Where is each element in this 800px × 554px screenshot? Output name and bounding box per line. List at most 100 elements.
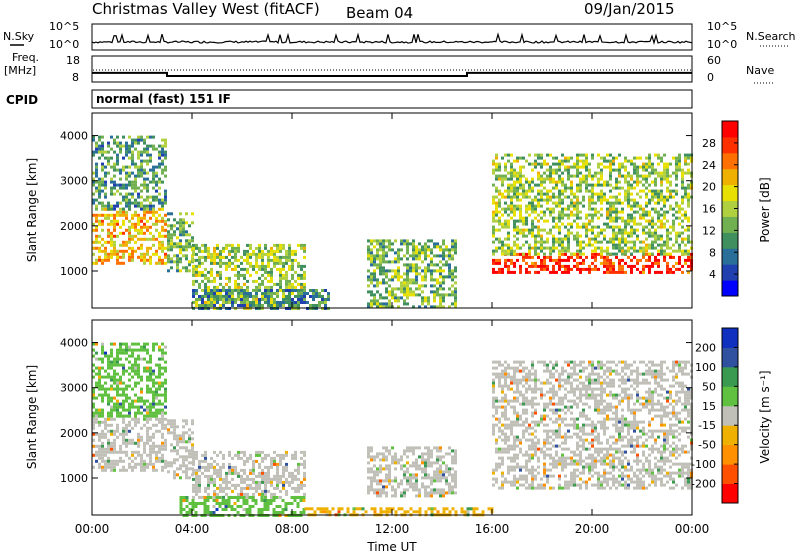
data-cell <box>270 295 273 298</box>
data-cell <box>495 201 498 205</box>
data-cell <box>219 282 222 286</box>
data-cell <box>445 293 448 297</box>
data-cell <box>418 254 421 258</box>
data-cell <box>216 474 219 478</box>
data-cell <box>210 270 213 274</box>
data-cell <box>195 450 198 454</box>
data-cell <box>128 414 131 418</box>
data-cell <box>561 201 564 205</box>
data-cell <box>379 272 382 276</box>
data-cell <box>204 276 207 280</box>
data-cell <box>155 450 158 454</box>
data-cell <box>672 219 675 223</box>
data-cell <box>537 156 540 160</box>
data-cell <box>507 171 510 175</box>
data-cell <box>672 264 675 268</box>
data-cell <box>228 465 231 469</box>
data-cell <box>219 477 222 481</box>
data-cell <box>240 267 243 271</box>
data-cell <box>636 156 639 160</box>
data-cell <box>113 360 116 364</box>
data-cell <box>173 230 176 234</box>
data-cell <box>300 246 303 250</box>
data-cell <box>113 363 116 367</box>
data-cell <box>110 249 113 253</box>
data-cell <box>424 272 427 276</box>
data-cell <box>167 218 170 222</box>
data-cell <box>246 298 249 301</box>
data-cell <box>561 159 564 163</box>
data-cell <box>564 165 567 169</box>
data-cell <box>246 495 249 499</box>
data-cell <box>415 266 418 270</box>
data-cell <box>582 165 585 169</box>
data-cell <box>346 510 350 514</box>
data-cell <box>101 168 104 172</box>
data-cell <box>327 292 330 295</box>
data-cell <box>439 491 442 495</box>
nsky-series <box>91 32 693 45</box>
data-cell <box>576 234 579 238</box>
data-cell <box>291 252 294 256</box>
data-cell <box>397 485 400 489</box>
data-cell <box>161 456 164 460</box>
data-cell <box>498 420 501 424</box>
data-cell <box>182 221 185 225</box>
data-cell <box>161 246 164 250</box>
data-cell <box>95 189 98 193</box>
data-cell <box>639 270 642 274</box>
data-cell <box>152 399 155 403</box>
data-cell <box>672 207 675 211</box>
data-cell <box>684 189 687 193</box>
data-cell <box>546 264 549 268</box>
data-cell <box>651 165 654 169</box>
data-cell <box>558 243 561 247</box>
data-cell <box>427 491 430 495</box>
data-cell <box>240 291 243 295</box>
data-cell <box>276 480 279 484</box>
data-cell <box>370 290 373 294</box>
data-cell <box>454 251 457 255</box>
data-cell <box>201 249 204 253</box>
data-cell <box>122 252 125 256</box>
data-cell <box>302 508 306 511</box>
data-cell <box>143 168 146 172</box>
data-cell <box>379 479 382 483</box>
data-cell <box>282 465 285 469</box>
data-cell <box>663 153 666 157</box>
data-cell <box>228 295 231 298</box>
data-cell <box>101 243 104 247</box>
data-cell <box>285 480 288 484</box>
data-cell <box>98 384 101 388</box>
data-cell <box>285 468 288 472</box>
data-cell <box>525 222 528 226</box>
data-cell <box>140 168 143 172</box>
data-cell <box>261 474 264 478</box>
data-cell <box>642 228 645 232</box>
data-cell <box>675 216 678 220</box>
data-cell <box>561 258 564 262</box>
data-cell <box>291 456 294 460</box>
data-cell <box>660 192 663 196</box>
data-cell <box>182 446 185 450</box>
data-cell <box>394 269 397 273</box>
data-cell <box>630 216 633 220</box>
data-cell <box>582 261 585 265</box>
data-cell <box>122 426 125 430</box>
data-cell <box>561 177 564 181</box>
data-cell <box>98 156 101 160</box>
data-cell <box>567 213 570 217</box>
data-cell <box>448 254 451 258</box>
data-cell <box>448 263 451 267</box>
data-cell <box>370 488 373 492</box>
data-cell <box>454 245 457 249</box>
data-cell <box>146 171 149 175</box>
data-cell <box>131 252 134 256</box>
data-cell <box>636 204 639 208</box>
data-cell <box>270 495 273 499</box>
data-cell <box>621 162 624 166</box>
data-cell <box>258 288 261 292</box>
data-cell <box>591 195 594 199</box>
data-cell <box>406 266 409 270</box>
data-cell <box>282 255 285 259</box>
